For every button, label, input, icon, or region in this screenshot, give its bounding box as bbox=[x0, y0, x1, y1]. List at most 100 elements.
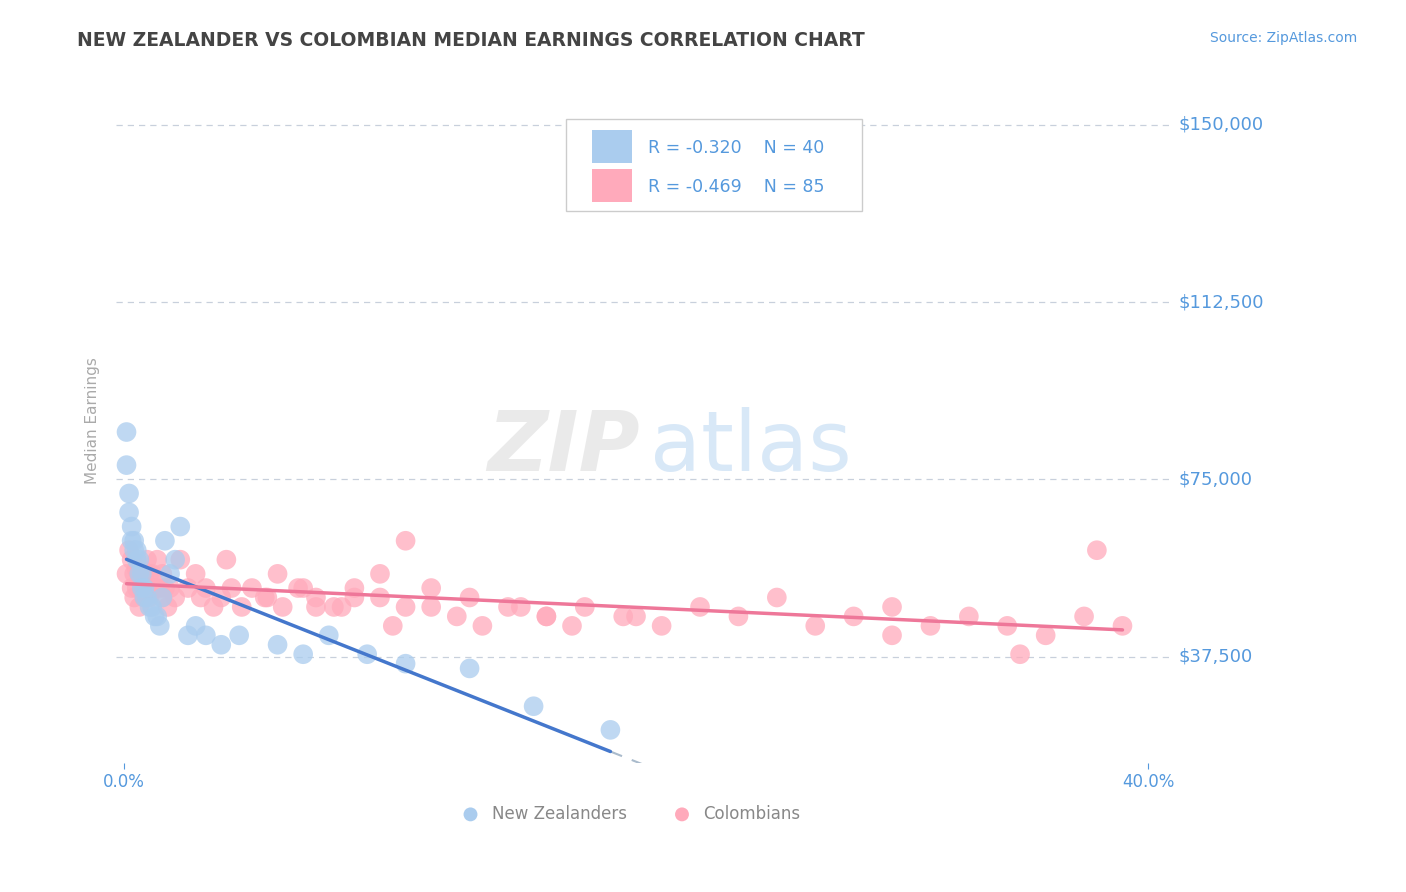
Point bbox=[184, 619, 207, 633]
Point bbox=[318, 628, 340, 642]
Text: New Zealanders: New Zealanders bbox=[492, 805, 627, 823]
Point bbox=[381, 619, 404, 633]
Text: $75,000: $75,000 bbox=[1178, 470, 1253, 488]
Point bbox=[561, 619, 583, 633]
Point bbox=[368, 566, 391, 581]
Point bbox=[150, 566, 173, 581]
Point bbox=[509, 599, 531, 614]
Point bbox=[266, 566, 288, 581]
Point bbox=[330, 599, 353, 614]
Point bbox=[131, 566, 153, 581]
Point bbox=[215, 552, 238, 566]
Point bbox=[146, 609, 169, 624]
Point bbox=[292, 647, 315, 661]
Point bbox=[574, 599, 596, 614]
Point bbox=[1035, 628, 1057, 642]
Point bbox=[880, 599, 903, 614]
Point bbox=[202, 599, 225, 614]
Point bbox=[141, 599, 163, 614]
Point bbox=[125, 543, 148, 558]
Point bbox=[880, 628, 903, 642]
Text: $112,500: $112,500 bbox=[1178, 293, 1264, 311]
Point bbox=[149, 619, 172, 633]
Point bbox=[190, 591, 212, 605]
Point bbox=[177, 581, 200, 595]
Point bbox=[159, 566, 181, 581]
Point bbox=[146, 552, 169, 566]
Point bbox=[624, 609, 647, 624]
Point bbox=[136, 552, 159, 566]
Bar bbox=[592, 129, 633, 162]
Point bbox=[134, 581, 156, 595]
Point bbox=[122, 543, 145, 558]
Point bbox=[612, 609, 634, 624]
Point bbox=[131, 581, 153, 595]
Point bbox=[121, 533, 143, 548]
Point bbox=[136, 581, 159, 595]
Point bbox=[536, 609, 558, 624]
Point bbox=[368, 591, 391, 605]
Point bbox=[149, 581, 172, 595]
Point bbox=[125, 581, 148, 595]
Point bbox=[131, 581, 153, 595]
Text: $37,500: $37,500 bbox=[1178, 648, 1253, 665]
Point bbox=[471, 619, 494, 633]
Point bbox=[1010, 647, 1032, 661]
Point bbox=[458, 591, 481, 605]
Point bbox=[153, 581, 176, 595]
Point bbox=[159, 581, 181, 595]
Point bbox=[128, 552, 150, 566]
Point bbox=[256, 591, 278, 605]
Point bbox=[420, 581, 443, 595]
Y-axis label: Median Earnings: Median Earnings bbox=[86, 357, 100, 483]
Text: Colombians: Colombians bbox=[703, 805, 800, 823]
Point bbox=[131, 562, 153, 576]
Point bbox=[169, 519, 191, 533]
Point bbox=[727, 609, 749, 624]
Text: ZIP: ZIP bbox=[486, 407, 640, 488]
Point bbox=[228, 628, 250, 642]
Point bbox=[122, 533, 145, 548]
Point bbox=[115, 458, 138, 472]
Point bbox=[842, 609, 865, 624]
Point bbox=[150, 591, 173, 605]
Point bbox=[177, 628, 200, 642]
Point bbox=[143, 581, 166, 595]
Point bbox=[343, 581, 366, 595]
Text: R = -0.469    N = 85: R = -0.469 N = 85 bbox=[648, 178, 825, 196]
Point bbox=[523, 699, 546, 714]
Text: atlas: atlas bbox=[650, 407, 852, 488]
Point bbox=[169, 552, 191, 566]
Point bbox=[253, 591, 276, 605]
Point bbox=[458, 661, 481, 675]
Point bbox=[138, 599, 160, 614]
Point bbox=[134, 591, 156, 605]
Point bbox=[138, 566, 160, 581]
Text: R = -0.320    N = 40: R = -0.320 N = 40 bbox=[648, 138, 824, 156]
Point bbox=[231, 599, 253, 614]
FancyBboxPatch shape bbox=[565, 119, 862, 211]
Point bbox=[118, 505, 141, 519]
Text: $150,000: $150,000 bbox=[1178, 116, 1264, 134]
Point bbox=[766, 591, 789, 605]
Point bbox=[920, 619, 942, 633]
Point bbox=[128, 599, 150, 614]
Point bbox=[156, 599, 179, 614]
Point bbox=[153, 533, 176, 548]
Point bbox=[1111, 619, 1133, 633]
Point bbox=[804, 619, 827, 633]
Point bbox=[356, 647, 378, 661]
Point bbox=[394, 657, 416, 671]
Point bbox=[1085, 543, 1108, 558]
Point bbox=[194, 628, 217, 642]
Point bbox=[194, 581, 217, 595]
Point bbox=[496, 599, 519, 614]
Point bbox=[138, 591, 160, 605]
Point bbox=[121, 552, 143, 566]
Point bbox=[115, 566, 138, 581]
Point bbox=[128, 566, 150, 581]
Point bbox=[970, 827, 993, 841]
Text: Source: ZipAtlas.com: Source: ZipAtlas.com bbox=[1209, 31, 1357, 45]
Point bbox=[115, 425, 138, 439]
Text: NEW ZEALANDER VS COLOMBIAN MEDIAN EARNINGS CORRELATION CHART: NEW ZEALANDER VS COLOMBIAN MEDIAN EARNIN… bbox=[77, 31, 865, 50]
